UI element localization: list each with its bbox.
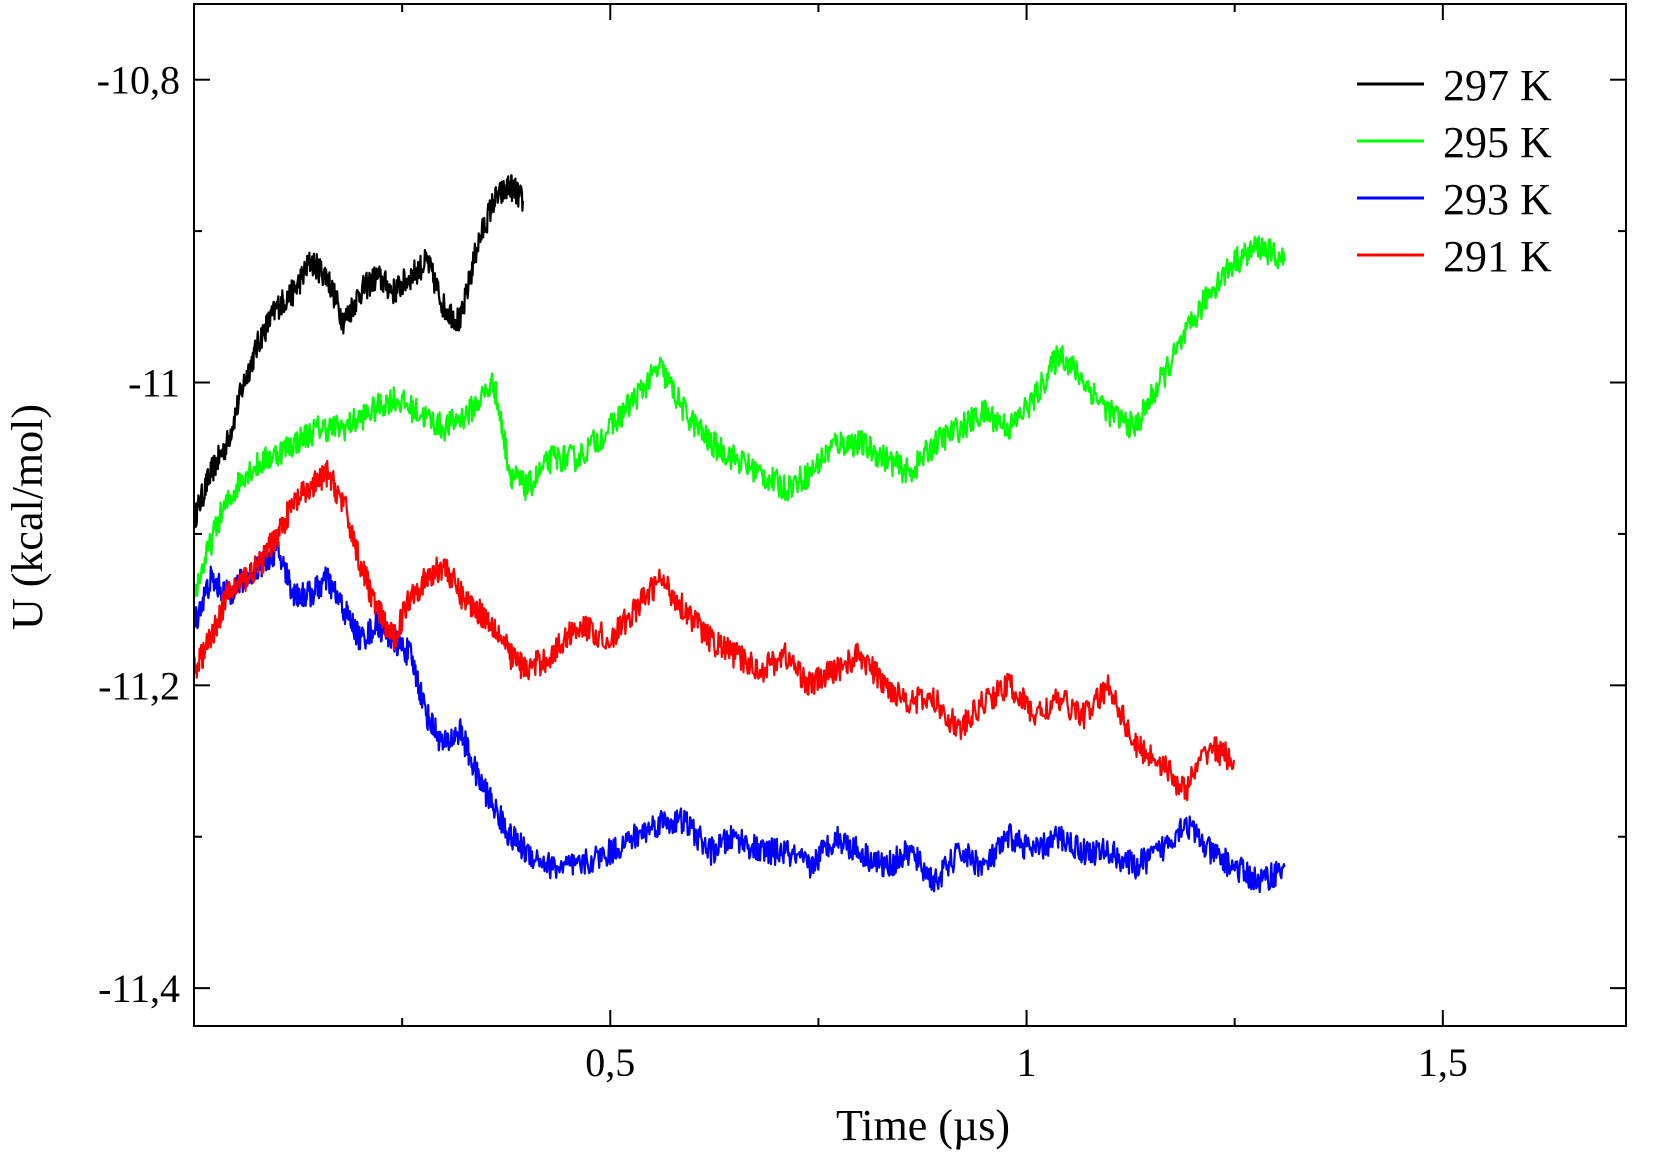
series-line-3 [194, 459, 1236, 802]
y-tick-label: -10,8 [97, 58, 180, 103]
legend-label: 297 K [1443, 61, 1552, 110]
series-line-2 [194, 536, 1286, 894]
y-axis-label: U (kcal/mol) [3, 404, 52, 630]
legend-label: 291 K [1443, 232, 1552, 281]
legend-label: 295 K [1443, 118, 1552, 167]
y-tick-label: -11,2 [98, 663, 180, 708]
x-tick-label: 1,5 [1418, 1040, 1468, 1085]
series-line-1 [194, 235, 1286, 598]
series-layer [194, 174, 1286, 894]
axes-layer: 0,5 1 1,5 -10,8 -11 -11,2 -11,4 [97, 3, 1627, 1085]
x-axis-label: Time (µs) [836, 1101, 1010, 1150]
legend: 297 K 295 K 293 K 291 K [1357, 61, 1552, 281]
plot-frame [193, 3, 1627, 1027]
y-tick-label: -11,4 [98, 966, 180, 1011]
y-tick-label: -11 [128, 361, 180, 406]
legend-label: 293 K [1443, 175, 1552, 224]
x-tick-label: 1 [1017, 1040, 1037, 1085]
series-line-0 [194, 174, 524, 530]
x-tick-label: 0,5 [585, 1040, 635, 1085]
